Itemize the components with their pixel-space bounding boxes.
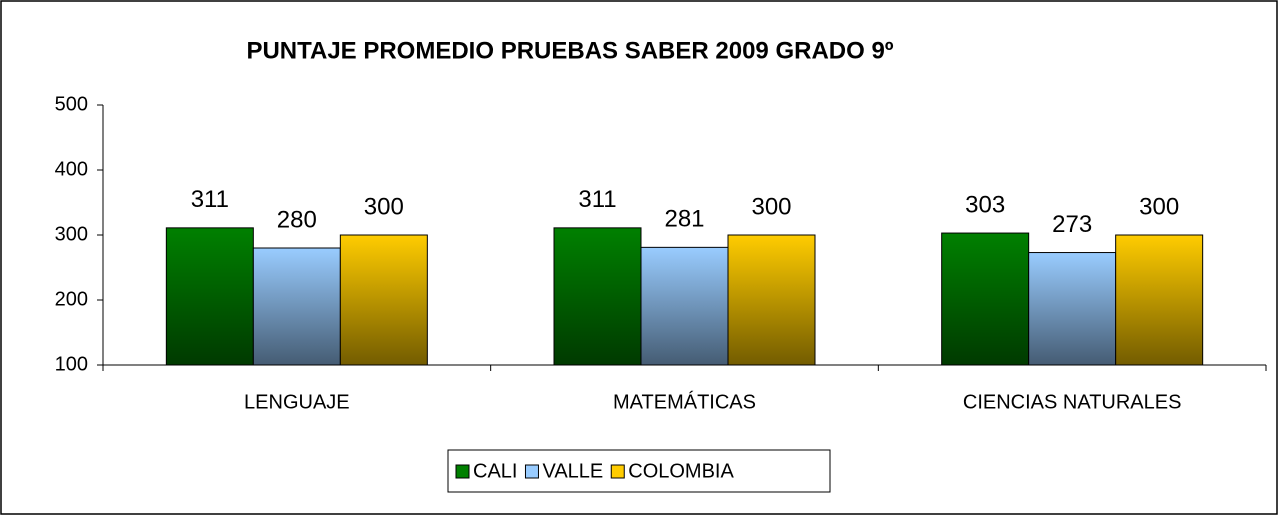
legend-swatch: [524, 464, 539, 479]
y-tick-label: 500: [55, 93, 88, 115]
data-label: 300: [751, 193, 791, 220]
y-tick-label: 300: [55, 223, 88, 245]
y-tick-label: 400: [55, 158, 88, 180]
data-label: 303: [965, 191, 1005, 218]
chart-title: PUNTAJE PROMEDIO PRUEBAS SABER 2009 GRAD…: [246, 37, 893, 64]
bar: [1028, 252, 1117, 366]
legend-label: COLOMBIA: [628, 460, 734, 482]
x-tick-label: MATEMÁTICAS: [613, 390, 756, 413]
legend-label: VALLE: [542, 460, 603, 482]
legend-label: CALI: [473, 460, 517, 482]
y-tick-label: 200: [55, 288, 88, 310]
x-tick-label: LENGUAJE: [244, 391, 350, 413]
data-label: 300: [364, 193, 404, 220]
bar: [165, 227, 254, 366]
legend-box: [447, 449, 831, 493]
data-label: 273: [1052, 211, 1092, 238]
data-label: 311: [191, 186, 229, 213]
bar: [1115, 234, 1204, 366]
bar: [727, 234, 816, 366]
bar: [252, 247, 341, 366]
legend-swatch: [455, 464, 470, 479]
bar: [339, 234, 428, 366]
data-label: 300: [1139, 193, 1179, 220]
data-label: 280: [277, 206, 317, 233]
legend-swatch: [610, 464, 625, 479]
y-tick-label: 100: [55, 353, 88, 375]
bar: [640, 246, 729, 366]
bar: [553, 227, 642, 366]
data-label: 311: [578, 186, 616, 213]
x-tick-label: CIENCIAS NATURALES: [963, 391, 1182, 413]
bar: [941, 232, 1030, 366]
data-label: 281: [664, 206, 704, 233]
